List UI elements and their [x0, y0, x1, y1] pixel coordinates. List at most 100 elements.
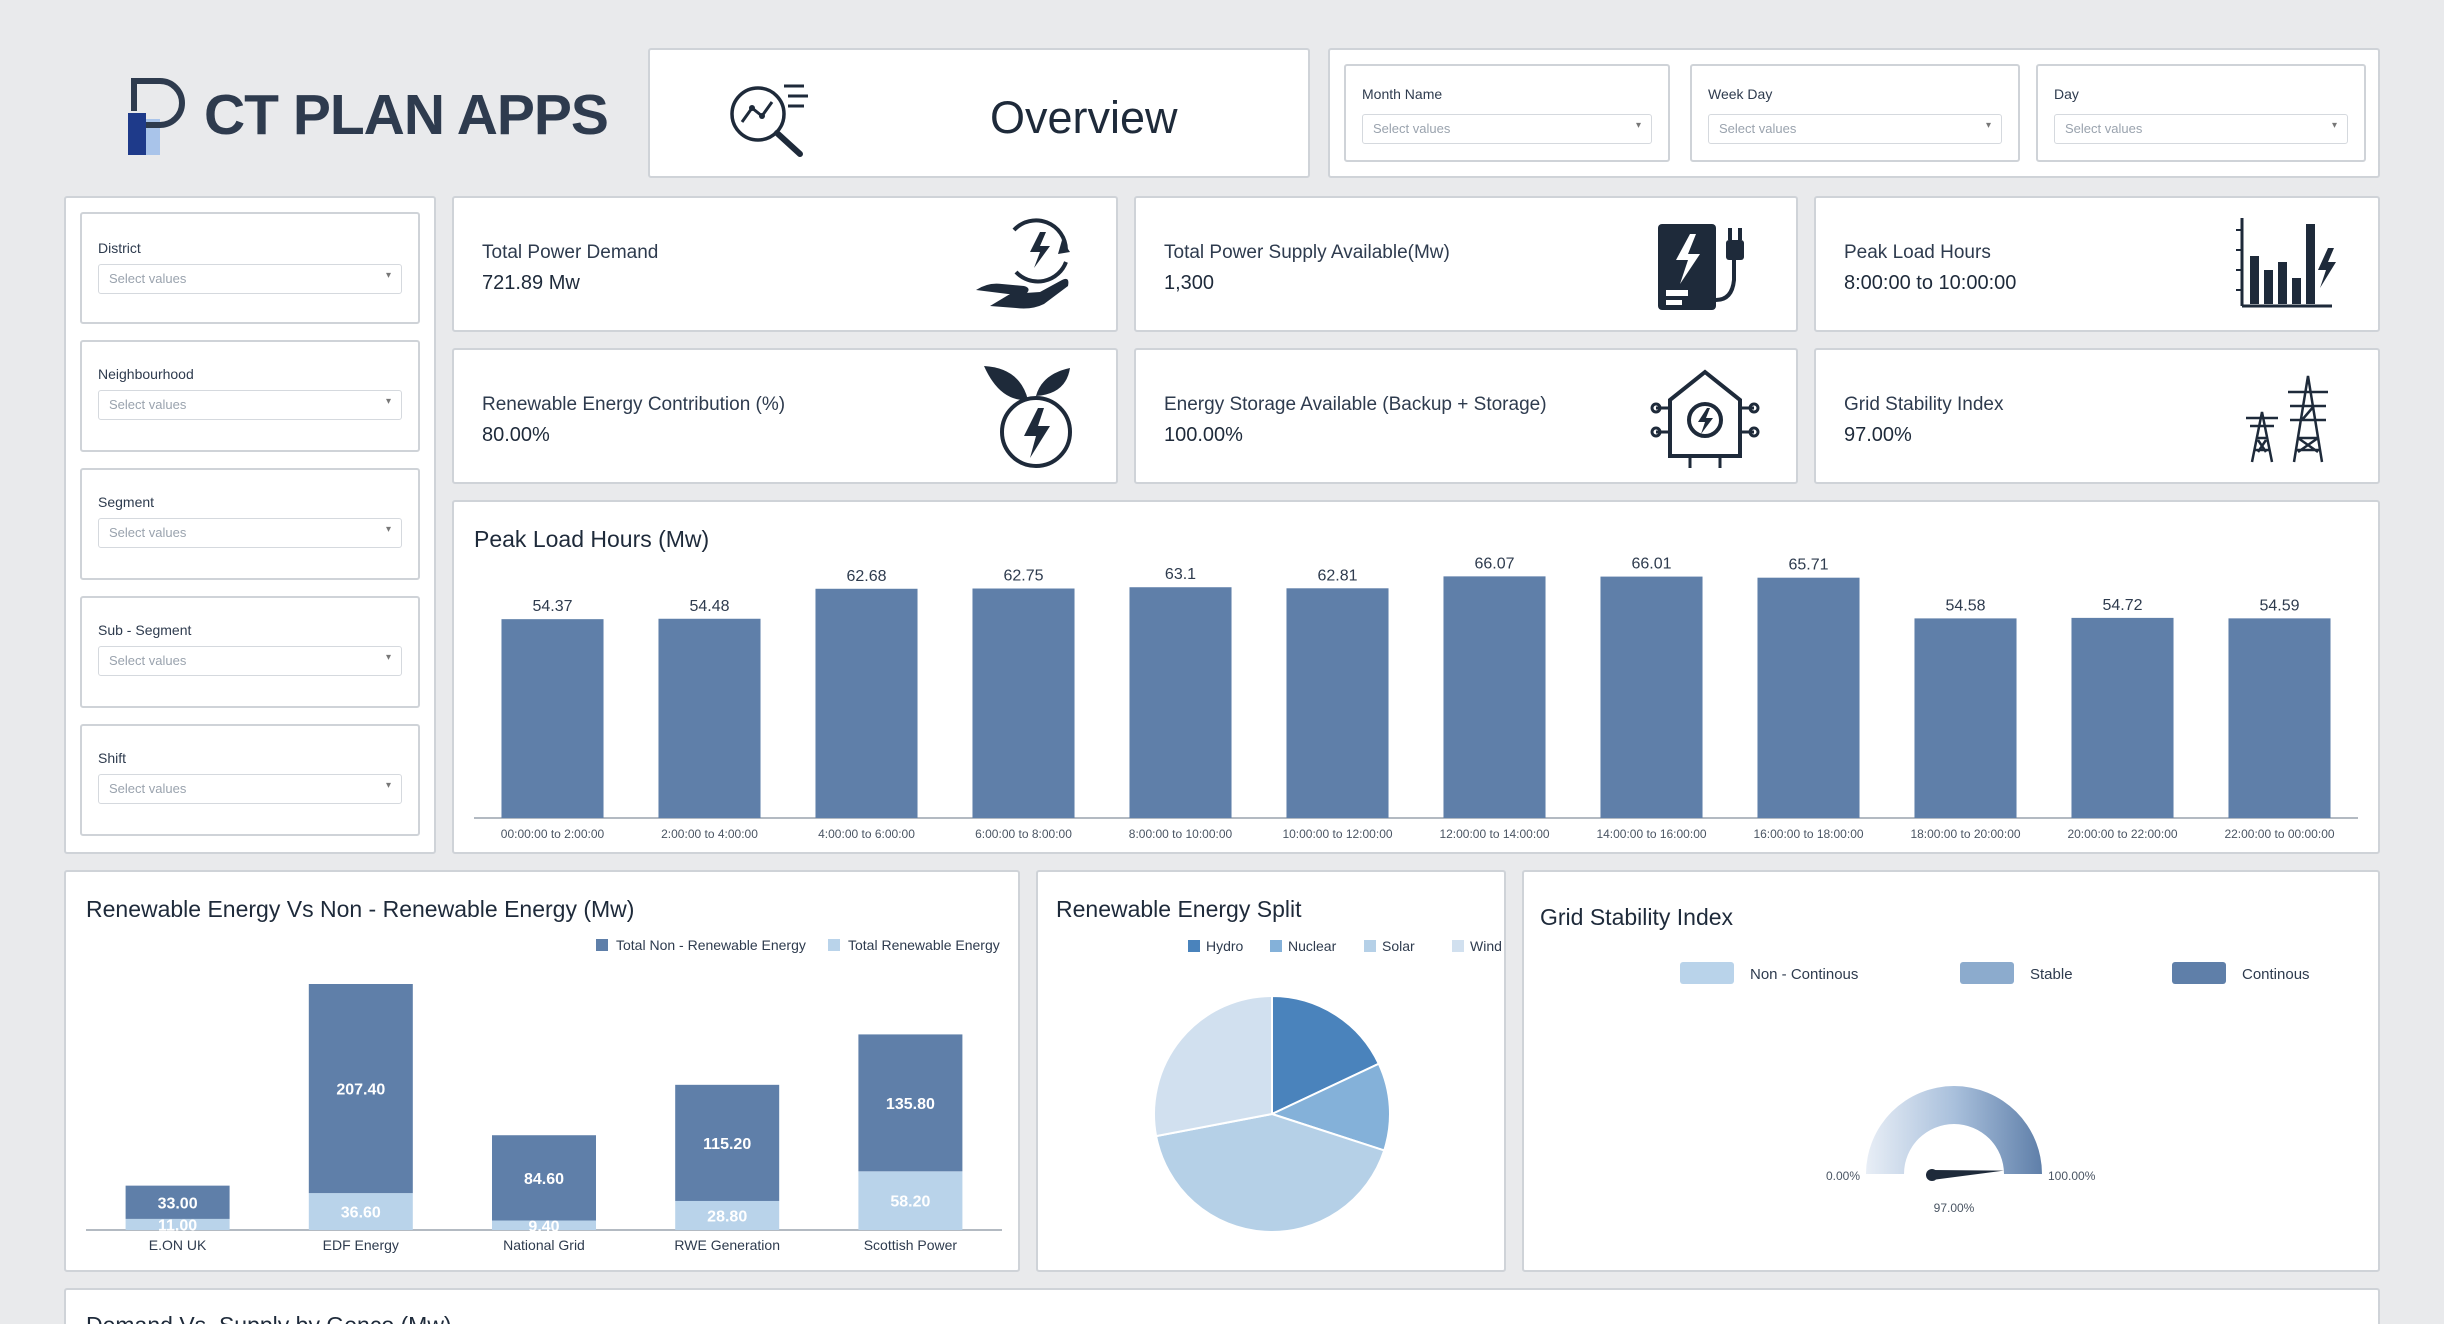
filter-district: District Select values ▾	[80, 212, 420, 324]
chevron-down-icon: ▾	[1635, 120, 1641, 131]
x-tick-label: Scottish Power	[864, 1237, 958, 1253]
data-label: 11.00	[158, 1217, 197, 1234]
data-label: 84.60	[524, 1171, 564, 1188]
data-label: 9.40	[528, 1218, 559, 1235]
renewable-vs-nonrenewable-card: Renewable Energy Vs Non - Renewable Ener…	[64, 870, 1020, 1272]
legend-label: Non - Continous	[1750, 966, 1858, 983]
kpi-energy-storage: Energy Storage Available (Backup + Stora…	[1134, 348, 1798, 484]
overview-header-card: Overview	[648, 48, 1310, 178]
legend-swatch	[1364, 940, 1376, 952]
shift-select[interactable]: Select values ▾	[98, 774, 402, 804]
top-filters-panel: Month Name Select values ▾ Week Day Selec…	[1328, 48, 2380, 178]
gauge-arc	[1866, 1086, 2042, 1174]
legend-label: Wind	[1470, 938, 1502, 954]
filter-month-name: Month Name Select values ▾	[1344, 64, 1670, 162]
data-label: 36.60	[341, 1205, 381, 1222]
analytics-search-icon	[730, 84, 808, 157]
neighbourhood-select[interactable]: Select values ▾	[98, 390, 402, 420]
grid-stability-gauge: Non - Continous Stable Continous 0.00% 100.0…	[1680, 962, 2310, 1215]
power-plug-icon	[1658, 224, 1744, 310]
filter-sub-segment: Sub - Segment Select values ▾	[80, 596, 420, 708]
bar	[2071, 617, 2174, 818]
legend-swatch	[1270, 940, 1282, 952]
filter-shift: Shift Select values ▾	[80, 724, 420, 836]
kpi-label: Total Power Supply Available(Mw)	[1164, 242, 1450, 263]
legend-label: Nuclear	[1288, 938, 1337, 954]
smart-home-energy-icon	[1650, 369, 1760, 468]
district-select[interactable]: Select values ▾	[98, 264, 402, 294]
pie-slice	[1153, 994, 1273, 1138]
segment-select[interactable]: Select values ▾	[98, 518, 402, 548]
filter-label: Segment	[98, 494, 155, 510]
x-tick-label: 10:00:00 to 12:00:00	[1282, 827, 1392, 841]
bar-renewable	[125, 1218, 230, 1230]
pie-slice	[1269, 1062, 1391, 1152]
bar-non-renewable	[675, 1084, 780, 1201]
gauge-needle-hub	[1926, 1169, 1938, 1181]
data-label: 33.00	[158, 1195, 198, 1212]
bar-growth-icon	[2236, 218, 2336, 308]
bar	[1600, 576, 1703, 818]
kpi-label: Energy Storage Available (Backup + Stora…	[1164, 394, 1547, 415]
data-label: 66.01	[1631, 556, 1671, 573]
data-label: 62.81	[1317, 567, 1357, 584]
bar	[501, 619, 604, 818]
bar	[1129, 587, 1232, 818]
filter-label: Sub - Segment	[98, 622, 192, 638]
gauge-value-label: 97.00%	[1934, 1201, 1975, 1215]
chevron-down-icon: ▾	[1985, 120, 1991, 131]
week-day-select[interactable]: Select values ▾	[1708, 114, 2002, 144]
chart-title: Renewable Energy Split	[1056, 896, 1302, 922]
data-label: 54.72	[2102, 597, 2142, 614]
sub-segment-select[interactable]: Select values ▾	[98, 646, 402, 676]
transmission-tower-icon	[2246, 375, 2328, 463]
legend-label: Total Renewable Energy	[848, 937, 1000, 953]
kpi-value: 1,300	[1164, 272, 1215, 294]
x-tick-label: 00:00:00 to 2:00:00	[501, 827, 605, 841]
kpi-value: 721.89 Mw	[482, 272, 580, 294]
x-tick-label: EDF Energy	[323, 1237, 399, 1253]
kpi-peak-load-hours: Peak Load Hours 8:00:00 to 10:00:00	[1814, 196, 2380, 332]
x-tick-label: 16:00:00 to 18:00:00	[1753, 827, 1863, 841]
filter-label: Shift	[98, 750, 127, 766]
bar	[2228, 618, 2331, 818]
renewable-split-pie-chart: Hydro Nuclear Solar Wind	[1153, 938, 1502, 1233]
kpi-label: Peak Load Hours	[1844, 242, 1991, 263]
x-tick-label: RWE Generation	[674, 1237, 780, 1253]
select-placeholder: Select values	[2065, 121, 2143, 136]
day-select[interactable]: Select values ▾	[2054, 114, 2348, 144]
x-tick-label: National Grid	[503, 1237, 585, 1253]
month-name-select[interactable]: Select values ▾	[1362, 114, 1652, 144]
filter-label: District	[98, 240, 141, 256]
kpi-value: 97.00%	[1844, 424, 1912, 446]
bar-renewable	[308, 1193, 413, 1230]
x-tick-label: 6:00:00 to 8:00:00	[975, 827, 1072, 841]
data-label: 54.48	[689, 598, 729, 615]
logo-mark-icon	[128, 78, 185, 155]
legend-swatch	[1680, 962, 1734, 984]
kpi-label: Grid Stability Index	[1844, 394, 2004, 415]
kpi-label: Renewable Energy Contribution (%)	[482, 394, 786, 415]
chart-title: Renewable Energy Vs Non - Renewable Ener…	[86, 896, 635, 922]
chevron-down-icon: ▾	[385, 780, 391, 791]
bar-non-renewable	[492, 1135, 596, 1221]
kpi-grid-stability-index: Grid Stability Index 97.00%	[1814, 348, 2380, 484]
bar	[815, 588, 918, 818]
peak-load-bar-chart: 54.37 00:00:00 to 2:00:00 54.48 2:00:00 to …	[474, 555, 2358, 841]
filter-label: Month Name	[1362, 86, 1443, 102]
filter-segment: Segment Select values ▾	[80, 468, 420, 580]
chevron-down-icon: ▾	[385, 652, 391, 663]
kpi-value: 100.00%	[1164, 424, 1243, 446]
select-placeholder: Select values	[1719, 121, 1797, 136]
stacked-bar-chart: Total Non - Renewable Energy Total Renewa…	[86, 937, 1002, 1253]
data-label: 54.58	[1945, 597, 1985, 614]
legend-label: Stable	[2030, 966, 2073, 983]
renewable-split-card: Renewable Energy Split Hydro Nuclear Solar…	[1036, 870, 1506, 1272]
legend-swatch	[1188, 940, 1200, 952]
leaf-bolt-icon	[984, 366, 1072, 468]
select-placeholder: Select values	[109, 781, 187, 796]
select-placeholder: Select values	[109, 653, 187, 668]
chevron-down-icon: ▾	[2331, 120, 2337, 131]
data-label: 62.68	[846, 568, 886, 585]
chevron-down-icon: ▾	[385, 524, 391, 535]
